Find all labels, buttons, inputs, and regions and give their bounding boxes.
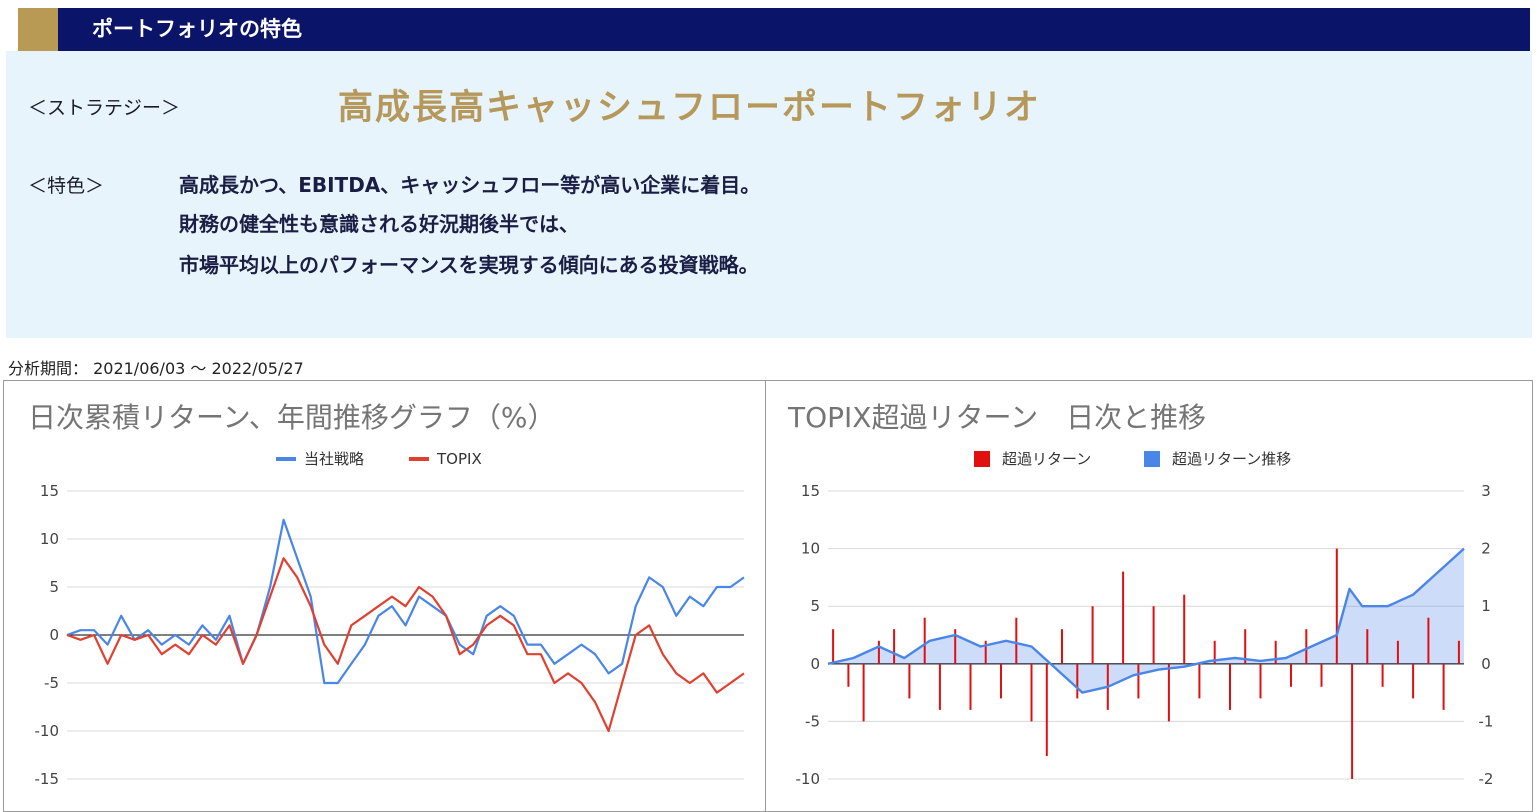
excess-bar xyxy=(1213,640,1216,664)
excess-trend-area xyxy=(828,548,1464,693)
y-tick-label: -5 xyxy=(805,712,820,730)
strategy-label: ＜ストラテジー＞ xyxy=(28,97,181,119)
excess-bar xyxy=(938,663,941,710)
feature-line-1: 高成長かつ、EBITDA、キャッシュフロー等が高い企業に着目。 xyxy=(179,173,761,197)
excess-bar xyxy=(923,617,926,664)
y-tick-label: 10 xyxy=(801,540,820,558)
excess-bar xyxy=(1229,663,1231,710)
y-tick-label: -15 xyxy=(35,770,60,788)
legend-swatch-excess xyxy=(974,451,990,467)
excess-bar xyxy=(1366,629,1369,664)
excess-return-chart: TOPIX超過リターン 日次と推移 超過リターン 超過リターン推移 15 10 5 0 -5-… xyxy=(765,380,1533,812)
legend-swatch-excess-trend xyxy=(1144,451,1160,467)
y-tick-label: 0 xyxy=(49,626,59,644)
excess-bar xyxy=(908,663,911,699)
excess-bar xyxy=(984,640,987,664)
excess-bar xyxy=(893,629,896,664)
excess-bar xyxy=(1152,606,1155,664)
cumulative-return-svg: 日次累積リターン、年間推移グラフ（%） 当社戦略 TOPIX 15 10 5 0 -5 -10 -… xyxy=(28,401,745,788)
chart-title: 日次累積リターン、年間推移グラフ（%） xyxy=(28,401,556,434)
excess-bar xyxy=(1457,640,1460,664)
y-tick-label: 0 xyxy=(810,655,820,673)
y2-tick-label: 0 xyxy=(1481,655,1491,673)
excess-bar xyxy=(1274,640,1277,664)
excess-bar xyxy=(1183,594,1186,664)
excess-bar xyxy=(969,663,972,710)
excess-bar xyxy=(1305,629,1308,664)
excess-bar xyxy=(847,663,850,687)
excess-bar xyxy=(862,663,865,722)
excess-bar xyxy=(1000,663,1002,699)
y2-tick-label: 3 xyxy=(1481,482,1491,500)
excess-bar xyxy=(1335,548,1338,664)
excess-bar xyxy=(1091,606,1094,664)
y-tick-label: 10 xyxy=(40,530,59,548)
excess-bar xyxy=(1381,663,1384,687)
legend-label-excess-trend: 超過リターン推移 xyxy=(1172,450,1291,468)
excess-bar xyxy=(1351,663,1354,779)
y2-tick-label: -1 xyxy=(1479,712,1494,730)
excess-bar xyxy=(1244,629,1247,664)
excess-bar xyxy=(1198,663,1201,699)
excess-bar xyxy=(1137,663,1140,699)
y-tick-label: -5 xyxy=(44,674,59,692)
excess-trend-line xyxy=(827,547,1465,694)
y-tick-label: 5 xyxy=(810,597,820,615)
y-tick-label: 5 xyxy=(49,578,59,596)
features-label: ＜特色＞ xyxy=(28,175,105,197)
feature-line-3: 市場平均以上のパフォーマンスを実現する傾向にある投資戦略。 xyxy=(179,253,759,277)
excess-bar xyxy=(1076,663,1079,699)
y2-tick-label: -2 xyxy=(1479,770,1494,788)
excess-bar xyxy=(1122,571,1125,664)
legend-label-excess: 超過リターン xyxy=(1002,450,1091,468)
y-tick-label: 15 xyxy=(801,482,820,500)
feature-line-2: 財務の健全性も意識される好況期後半では、 xyxy=(179,212,579,236)
excess-bar xyxy=(832,629,835,664)
legend-label-topix: TOPIX xyxy=(436,450,482,468)
excess-bar xyxy=(1061,629,1063,664)
excess-bar xyxy=(954,629,957,664)
strategy-name: 高成長高キャッシュフローポートフォリオ xyxy=(338,88,1042,128)
excess-bar xyxy=(1030,663,1033,722)
excess-bar xyxy=(1427,617,1430,664)
excess-bar xyxy=(1396,640,1399,664)
excess-bar xyxy=(1290,663,1292,687)
cumulative-return-chart: 日次累積リターン、年間推移グラフ（%） 当社戦略 TOPIX 15 10 5 0 -5 -10 -… xyxy=(3,380,766,812)
y2-tick-label: 1 xyxy=(1481,597,1491,615)
excess-bar xyxy=(1320,663,1323,687)
y-tick-label: 15 xyxy=(40,482,59,500)
legend-label-strategy: 当社戦略 xyxy=(304,450,364,468)
excess-bar xyxy=(1167,663,1170,722)
chart-title: TOPIX超過リターン 日次と推移 xyxy=(787,401,1206,434)
y-tick-label: -10 xyxy=(35,722,60,740)
section-header: ポートフォリオの特色 xyxy=(18,8,1530,51)
series-line-topix xyxy=(66,557,745,733)
excess-bar xyxy=(1259,663,1262,699)
y2-tick-label: 2 xyxy=(1481,540,1491,558)
excess-bar xyxy=(1412,663,1415,699)
section-title: ポートフォリオの特色 xyxy=(92,17,302,41)
series-line-strategy xyxy=(66,518,745,685)
strategy-panel: ＜ストラテジー＞ 高成長高キャッシュフローポートフォリオ ＜特色＞ 高成長かつ、… xyxy=(6,51,1532,338)
excess-bar xyxy=(877,640,880,664)
excess-bar xyxy=(1015,617,1018,664)
header-accent xyxy=(18,8,58,51)
analysis-period: 分析期間： 2021/06/03 ～ 2022/05/27 xyxy=(8,359,304,378)
excess-bar xyxy=(1045,663,1048,756)
y-tick-label: -10 xyxy=(796,770,821,788)
excess-bar xyxy=(1442,663,1445,710)
